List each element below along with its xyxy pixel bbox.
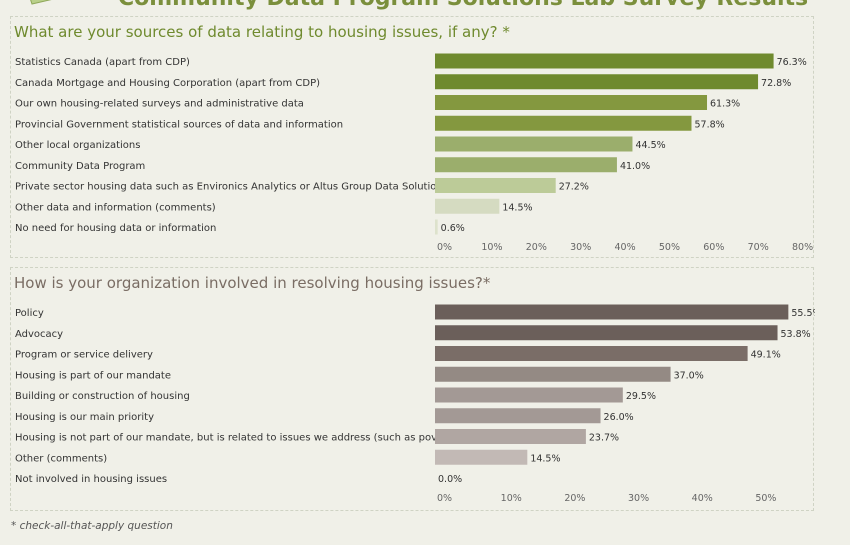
bar[interactable] (435, 53, 774, 69)
tick-label: 20% (564, 493, 585, 504)
chart-panel-sources: What are your sources of data relating t… (10, 16, 814, 258)
data-label: 37.0% (674, 370, 704, 381)
tick-label: 70% (748, 242, 769, 253)
tick-label: 40% (692, 493, 713, 504)
chart-involvement: Policy 55.5% Advocacy 53.8% Program or servi… (15, 304, 815, 504)
data-label: 61.3% (710, 99, 740, 110)
bar[interactable] (435, 178, 556, 193)
chart-title: How is your organization involved in res… (14, 274, 491, 292)
data-label: 55.5% (791, 308, 815, 319)
data-label: 27.2% (559, 182, 589, 193)
tick-label: 0% (437, 493, 452, 504)
category-label: Program or service delivery (15, 350, 153, 361)
page-title: Community Data Program Solutions Lab Sur… (118, 0, 808, 11)
bar[interactable] (435, 346, 748, 361)
data-label: 49.1% (751, 350, 781, 361)
category-label: Other local organizations (15, 140, 140, 151)
bar[interactable] (435, 219, 438, 235)
tick-label: 10% (481, 242, 502, 253)
chart-sources: Statistics Canada (apart from CDP) 76.3% C… (15, 53, 813, 253)
bar[interactable] (435, 95, 708, 110)
bar[interactable] (435, 198, 500, 214)
data-label: 0.0% (438, 474, 462, 485)
data-label: 0.6% (441, 223, 465, 234)
category-label: Advocacy (15, 329, 63, 340)
bar[interactable] (435, 429, 586, 444)
tick-label: 30% (628, 493, 649, 504)
bar[interactable] (435, 366, 671, 382)
category-label: Policy (15, 308, 44, 319)
data-label: 57.8% (694, 119, 724, 130)
bar[interactable] (435, 304, 789, 320)
category-label: Building or construction of housing (15, 391, 190, 402)
tick-label: 50% (755, 493, 776, 504)
chart-panel-involvement: How is your organization involved in res… (10, 267, 815, 511)
bar[interactable] (435, 408, 601, 424)
tick-label: 10% (501, 493, 522, 504)
category-label: Our own housing-related surveys and admi… (15, 99, 304, 110)
tick-label: 0% (437, 242, 452, 253)
tick-label: 30% (570, 242, 591, 253)
tick-label: 80% (792, 242, 813, 253)
chart-title: What are your sources of data relating t… (14, 23, 510, 41)
data-label: 14.5% (530, 453, 560, 464)
tick-label: 60% (703, 242, 724, 253)
tick-label: 20% (526, 242, 547, 253)
category-label: Provincial Government statistical source… (15, 119, 343, 130)
category-label: Other (comments) (15, 453, 107, 464)
bar[interactable] (435, 74, 759, 90)
category-label: No need for housing data or information (15, 223, 216, 234)
bar[interactable] (435, 449, 528, 465)
category-label: Housing is part of our mandate (15, 370, 171, 381)
data-label: 44.5% (635, 140, 665, 151)
category-label: Community Data Program (15, 161, 145, 172)
data-label: 53.8% (781, 329, 811, 340)
category-label: Statistics Canada (apart from CDP) (15, 57, 190, 68)
tick-label: 50% (659, 242, 680, 253)
data-label: 26.0% (604, 412, 634, 423)
data-label: 29.5% (626, 391, 656, 402)
bar[interactable] (435, 157, 617, 173)
data-label: 76.3% (777, 57, 807, 68)
category-label: Not involved in housing issues (15, 474, 167, 485)
bar[interactable] (435, 136, 633, 152)
category-label: Canada Mortgage and Housing Corporation … (15, 78, 320, 89)
category-label: Housing is not part of our mandate, but … (15, 433, 461, 444)
category-label: Housing is our main priority (15, 412, 154, 423)
data-label: 23.7% (589, 433, 619, 444)
tick-label: 40% (615, 242, 636, 253)
footnote: * check-all-that-apply question (11, 520, 173, 532)
logo-icon (30, 0, 52, 5)
data-label: 72.8% (761, 78, 791, 89)
bar[interactable] (435, 387, 623, 403)
data-label: 14.5% (502, 202, 532, 213)
category-label: Other data and information (comments) (15, 202, 216, 213)
data-label: 41.0% (620, 161, 650, 172)
bar[interactable] (435, 115, 692, 131)
bar[interactable] (435, 325, 778, 341)
category-label: Private sector housing data such as Envi… (15, 182, 448, 193)
